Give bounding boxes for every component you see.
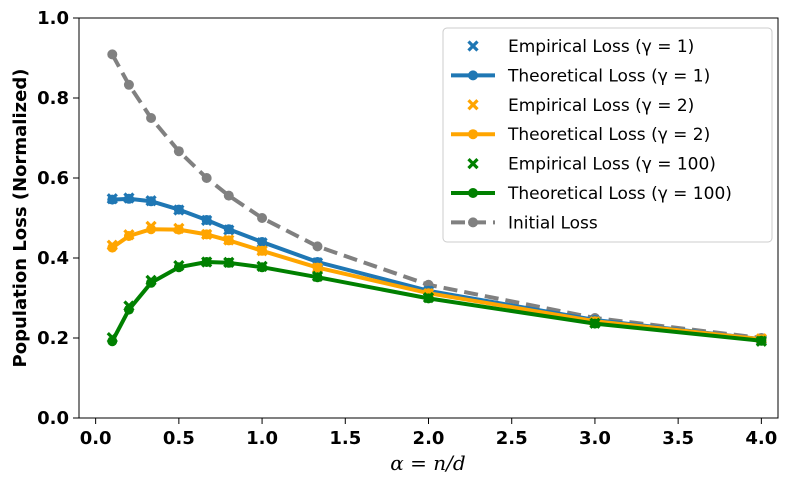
x-tick-label: 2.0 [413,428,445,449]
plot-frame [78,17,779,419]
data-point [173,146,184,157]
x-tick-label: 4.0 [745,428,777,449]
y-axis-label: Population Loss (Normalized) [10,69,31,368]
legend-label: Theoretical Loss (γ = 100) [507,184,732,204]
y-tick-label: 0.6 [37,168,69,189]
data-point [173,204,184,215]
legend-label: Empirical Loss (γ = 1) [508,37,694,57]
legend-label: Theoretical Loss (γ = 1) [507,66,710,86]
data-point [589,318,600,329]
data-point [312,241,323,252]
data-point [146,196,157,207]
data-point [201,229,212,240]
data-point [173,262,184,273]
data-point [223,190,234,201]
y-tick-label: 1.0 [37,8,69,29]
legend-marker [467,157,479,170]
plot-area [106,49,767,347]
data-point [257,262,268,273]
legend: Empirical Loss (γ = 1) Theoretical Loss (… [442,27,773,243]
data-point [223,235,234,246]
legend-label: Empirical Loss (γ = 100) [508,155,716,175]
legend-marker [467,40,479,52]
axes: 0.0 0.5 1.0 1.5 2.0 2.5 3.0 3.5 4.0 0.0 0.2 0.4 0.6 0… [37,8,777,449]
data-point [146,224,157,235]
legend-marker [468,129,478,140]
data-point [123,304,134,315]
x-axis-label: α = n/d [390,451,465,475]
data-point [123,231,134,241]
legend-label: Initial Loss [508,213,598,233]
theoretical-line [110,260,762,343]
data-point [146,277,157,288]
x-tick-label: 0.5 [163,428,195,449]
data-point [201,257,212,267]
legend-label: Theoretical Loss (γ = 2) [507,125,710,145]
legend-marker [468,217,478,228]
legend-label: Empirical Loss (γ = 2) [508,96,694,116]
data-point [756,335,767,346]
x-tick-label: 3.5 [662,428,694,449]
y-tick-label: 0.0 [37,408,69,429]
data-point [312,272,323,283]
legend-marker [468,70,478,81]
y-tick-label: 0.2 [37,328,69,349]
data-point [223,257,234,268]
data-point [201,215,212,225]
series-5 [107,257,767,347]
y-tick-label: 0.8 [37,88,69,109]
data-point [257,245,268,256]
data-point [223,224,234,235]
data-point [201,173,212,183]
data-point [146,113,157,123]
x-tick-label: 3.0 [579,428,611,449]
data-point [423,293,434,304]
data-point [107,194,118,205]
legend-box [442,27,773,243]
data-point [123,193,134,204]
data-point [107,336,118,347]
data-point [312,262,323,273]
x-tick-label: 1.0 [246,428,278,449]
data-point [123,79,134,90]
data-point [107,242,118,253]
data-point [257,237,268,247]
x-tick-label: 0.0 [80,428,112,449]
y-tick-label: 0.4 [37,248,69,269]
data-point [107,49,118,60]
legend-marker [468,188,478,198]
data-point [173,224,184,235]
x-tick-label: 2.5 [496,428,528,449]
theoretical-line [111,227,762,342]
x-tick-label: 1.5 [329,428,361,449]
legend-marker [467,99,479,111]
data-point [257,213,268,223]
